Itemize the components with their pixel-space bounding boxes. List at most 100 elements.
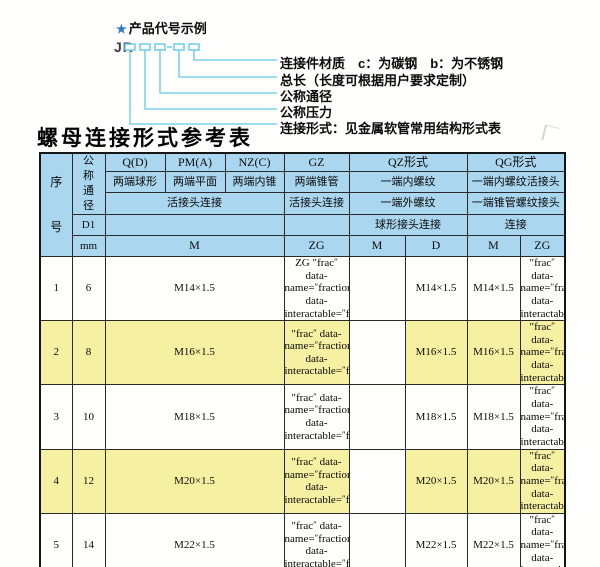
q-type-cell: 两端球形 xyxy=(104,170,166,194)
row-index-cell: 3 xyxy=(39,384,73,450)
inch-mark: ″ xyxy=(551,513,555,524)
col-header-q: Q(D) xyxy=(104,152,166,172)
inch-mark: ″ xyxy=(551,321,555,332)
mm-header-cell: mm xyxy=(71,235,106,257)
qz-m-cell xyxy=(348,448,406,514)
inch-mark: ″ xyxy=(551,385,555,396)
col-header-nz: NZ(C) xyxy=(224,152,285,172)
qz-d-cell: M22×1.5 xyxy=(404,512,468,567)
col-header-qg: QG形式 xyxy=(466,152,566,172)
nut-connection-table: 序号 公称通径 Q(D) PM(A) NZ(C) GZ QZ形式 QG形式 两端… xyxy=(39,152,566,567)
code-box-1 xyxy=(124,43,136,51)
zg-value-cell: ″frac″ data-name=″fraction″ data-interac… xyxy=(283,512,350,567)
inch-mark: ″ xyxy=(342,558,346,567)
dn-value-cell: 8 xyxy=(71,320,106,386)
scan-artifact xyxy=(541,124,560,144)
qg-connection-cell: 连接 xyxy=(466,214,566,236)
qz-m-header-cell: M xyxy=(348,235,406,257)
code-label-connection-form: 连接形式：见金属软管常用结构形式表 xyxy=(280,121,502,136)
qg-m-header-cell: M xyxy=(466,235,521,257)
inch-mark: ″ xyxy=(314,468,319,479)
leader-line-material xyxy=(193,50,277,61)
empty-header-cell xyxy=(283,214,350,236)
zg-value-cell: ZG ″frac″ data-name=″fraction″ data-inte… xyxy=(283,255,350,322)
m-header-cell: M xyxy=(104,235,285,257)
star-icon: ★ xyxy=(116,22,127,36)
zg-header-cell: ZG xyxy=(283,235,350,257)
qg-zg-cell: ″frac″ data-name=″fraction″ data-interac… xyxy=(519,255,566,322)
row-index-cell: 1 xyxy=(39,255,73,322)
inch-mark: ″ xyxy=(551,449,555,460)
inch-mark: ″ xyxy=(314,404,319,415)
inch-mark: ″ xyxy=(550,474,555,485)
zg-value-cell: ″frac″ data-name=″fraction″ data-interac… xyxy=(283,448,350,514)
product-code-example-label: 产品代号示例 xyxy=(128,21,207,36)
inch-mark: ″ xyxy=(291,455,296,468)
code-prefix: JR xyxy=(114,39,134,55)
col-header-pm: PM(A) xyxy=(164,152,226,172)
inch-mark: ″ xyxy=(313,520,317,531)
m-value-cell: M16×1.5 xyxy=(104,320,285,386)
seq-header-cell: 序号 xyxy=(39,152,73,257)
col-header-gz: GZ xyxy=(283,152,350,172)
qz-d-header-cell: D xyxy=(404,235,468,257)
qg-m-cell: M16×1.5 xyxy=(466,320,521,386)
qg-zg-cell: ″frac″ data-name=″fraction″ data-interac… xyxy=(519,448,566,514)
inch-mark: ″ xyxy=(551,257,555,267)
leader-line-length xyxy=(178,50,277,78)
inch-mark: ″ xyxy=(529,449,535,462)
inch-mark: ″ xyxy=(342,307,346,318)
qg-m-cell: M18×1.5 xyxy=(466,384,521,450)
inch-mark: ″ xyxy=(342,429,346,440)
inch-mark: ″ xyxy=(312,257,318,269)
empty-header-cell xyxy=(104,214,285,236)
qz-type2-cell: 一端外螺纹 xyxy=(348,192,468,215)
inch-mark: ″ xyxy=(334,257,338,267)
inch-mark: ″ xyxy=(529,257,535,269)
inch-mark: ″ xyxy=(550,410,555,421)
m-value-cell: M14×1.5 xyxy=(104,255,285,322)
dn-header-cell: 公称通径 xyxy=(71,152,106,215)
pm-type-cell: 两端平面 xyxy=(164,170,226,194)
inch-mark: ″ xyxy=(314,282,319,293)
inch-mark: ″ xyxy=(550,282,555,293)
inch-mark: ″ xyxy=(550,539,555,550)
m-value-cell: M22×1.5 xyxy=(104,512,285,567)
qz-m-cell xyxy=(348,512,406,567)
qz-type1-cell: 一端内螺纹 xyxy=(348,170,468,194)
qpmnz-connection-cell: 活接头连接 xyxy=(104,192,285,215)
dn-value-cell: 10 xyxy=(71,384,106,450)
gz-type-cell: 两端锥管 xyxy=(283,170,350,194)
row-index-cell: 5 xyxy=(39,512,73,567)
qz-m-cell xyxy=(348,384,406,450)
code-leader-diagram xyxy=(124,43,277,125)
inch-mark: ″ xyxy=(550,346,555,357)
m-value-cell: M18×1.5 xyxy=(104,384,285,450)
qz-connection-cell: 球形接头连接 xyxy=(348,214,468,236)
col-header-qz: QZ形式 xyxy=(348,152,468,172)
leader-line-pressure xyxy=(144,50,277,110)
row-index-cell: 4 xyxy=(39,448,73,514)
leader-line-diameter xyxy=(159,50,277,94)
gz-connection-cell: 活接头连接 xyxy=(283,192,350,215)
inch-mark: ″ xyxy=(314,532,319,543)
leader-line-connection xyxy=(129,50,277,125)
inch-mark: ″ xyxy=(529,385,535,398)
qg-type1-cell: 一端内螺纹活接头 xyxy=(466,170,566,194)
qg-type2-cell: 一端锥管螺纹接头 xyxy=(466,192,566,215)
product-code-example-heading: ★ 产品代号示例 xyxy=(116,18,207,37)
m-value-cell: M20×1.5 xyxy=(104,448,285,514)
dn-value-cell: 14 xyxy=(71,512,106,567)
qg-m-cell: M22×1.5 xyxy=(466,512,521,567)
code-box-2 xyxy=(139,43,151,51)
qg-zg-cell: ″frac″ data-name=″fraction″ data-interac… xyxy=(519,320,566,386)
nz-type-cell: 两端内锥 xyxy=(224,170,285,194)
qg-zg-cell: ″frac″ data-name=″fraction″ data-interac… xyxy=(519,512,566,567)
